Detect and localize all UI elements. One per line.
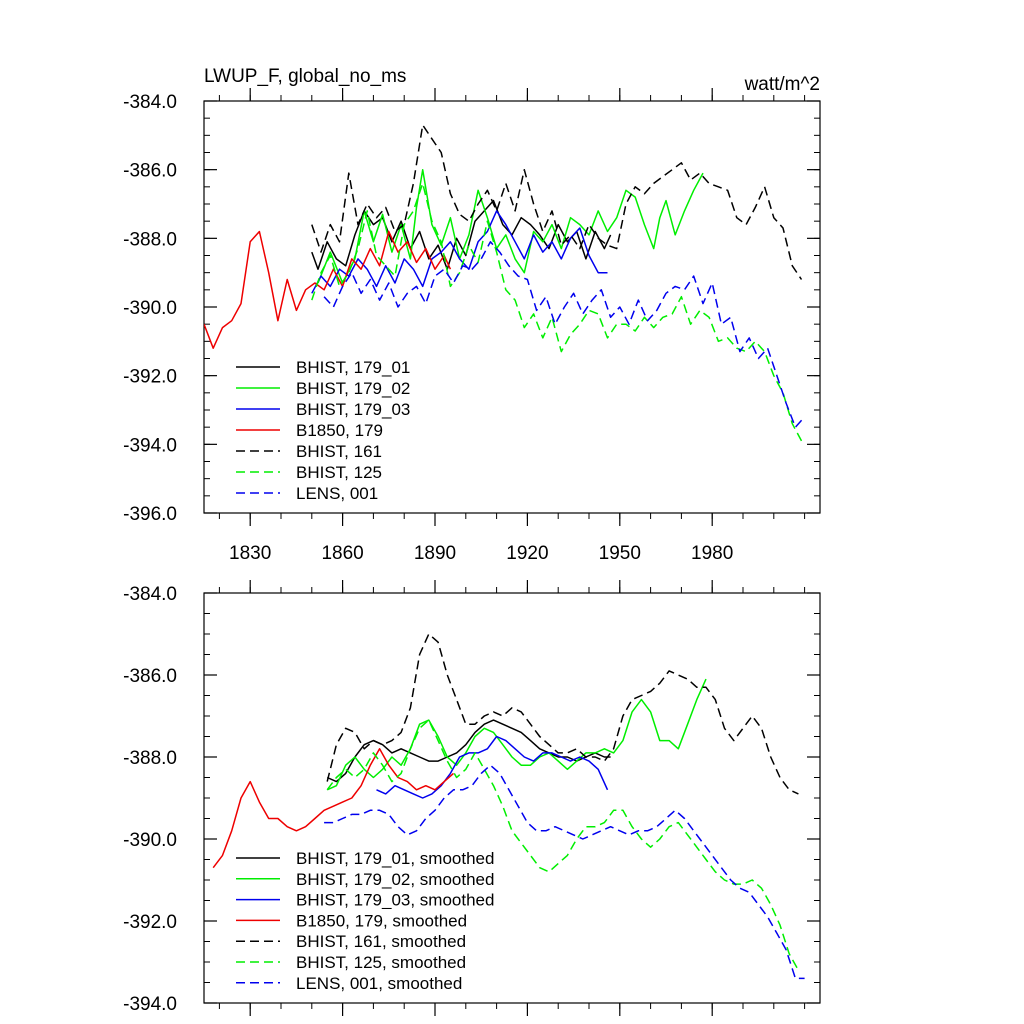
bottom-series-line-3	[376, 735, 609, 799]
bottom-y-tick-label: -386.0	[123, 666, 177, 687]
bottom-legend-label: BHIST, 179_02, smoothed	[296, 870, 494, 889]
top-series-line-5	[311, 124, 803, 280]
top-legend-label: LENS, 001	[296, 484, 378, 503]
top-x-tick-label: 1860	[321, 543, 363, 564]
top-legend-label: BHIST, 179_01	[296, 358, 410, 377]
top-series-line-7	[323, 241, 806, 428]
top-y-tick-label: -384.0	[123, 92, 177, 113]
bottom-legend-label: LENS, 001, smoothed	[296, 974, 462, 993]
top-series-line-6	[311, 182, 803, 442]
top-legend-label: BHIST, 179_02	[296, 379, 410, 398]
top-y-tick-label: -396.0	[123, 504, 177, 525]
top-legend-label: BHIST, 161	[296, 442, 382, 461]
top-y-tick-label: -392.0	[123, 367, 177, 388]
top-panel-plot-area: 1830 1860 1890 1920 1950 1980 -384.0 -386.0 -388…	[123, 88, 821, 564]
bottom-legend-label: BHIST, 179_01, smoothed	[296, 849, 494, 868]
bottom-y-tick-label: -390.0	[123, 830, 177, 851]
bottom-y-tick-label: -388.0	[123, 748, 177, 769]
top-panel: LWUP_F, global_no_ms watt/m^2 1830 1860 18…	[123, 66, 821, 564]
top-y-tick-label: -386.0	[123, 161, 177, 182]
bottom-y-tick-label: -384.0	[123, 584, 177, 605]
bottom-y-tick-label: -394.0	[123, 994, 177, 1015]
top-series-line-2	[317, 168, 704, 284]
top-x-tick-label: 1980	[691, 543, 733, 564]
bottom-y-tick-label: -392.0	[123, 912, 177, 933]
top-x-tick-label: 1830	[229, 543, 271, 564]
top-legend-label: BHIST, 125	[296, 463, 382, 482]
bottom-series-line-2	[326, 678, 707, 791]
top-y-tick-label: -394.0	[123, 435, 177, 456]
top-series-line-4	[204, 230, 452, 349]
top-legend-label: B1850, 179	[296, 421, 383, 440]
bottom-series-line-5	[326, 633, 799, 795]
top-x-tick-label: 1950	[599, 543, 641, 564]
bottom-legend-label: B1850, 179, smoothed	[296, 911, 467, 930]
top-panel-title: LWUP_F, global_no_ms	[204, 66, 406, 87]
bottom-series-line-7	[324, 764, 805, 980]
top-x-tick-label: 1890	[414, 543, 456, 564]
bottom-panel: -384.0 -386.0 -388.0 -390.0 -392.0 -394.0 BHIS…	[123, 580, 821, 1016]
bottom-series-group	[212, 633, 805, 980]
top-series-group	[204, 124, 806, 442]
top-y-tick-label: -388.0	[123, 229, 177, 250]
bottom-panel-plot-area: -384.0 -386.0 -388.0 -390.0 -392.0 -394.0 BHIS…	[123, 580, 821, 1016]
bottom-legend-label: BHIST, 179_03, smoothed	[296, 891, 494, 910]
bottom-legend-label: BHIST, 161, smoothed	[296, 932, 466, 951]
top-panel-units: watt/m^2	[744, 74, 820, 95]
top-legend-label: BHIST, 179_03	[296, 400, 410, 419]
top-y-tick-label: -390.0	[123, 298, 177, 319]
bottom-legend-label: BHIST, 125, smoothed	[296, 953, 466, 972]
top-x-tick-label: 1920	[506, 543, 548, 564]
bottom-series-line-4	[212, 748, 454, 869]
top-series-line-3	[311, 210, 608, 294]
bottom-series-line-6	[326, 719, 800, 971]
